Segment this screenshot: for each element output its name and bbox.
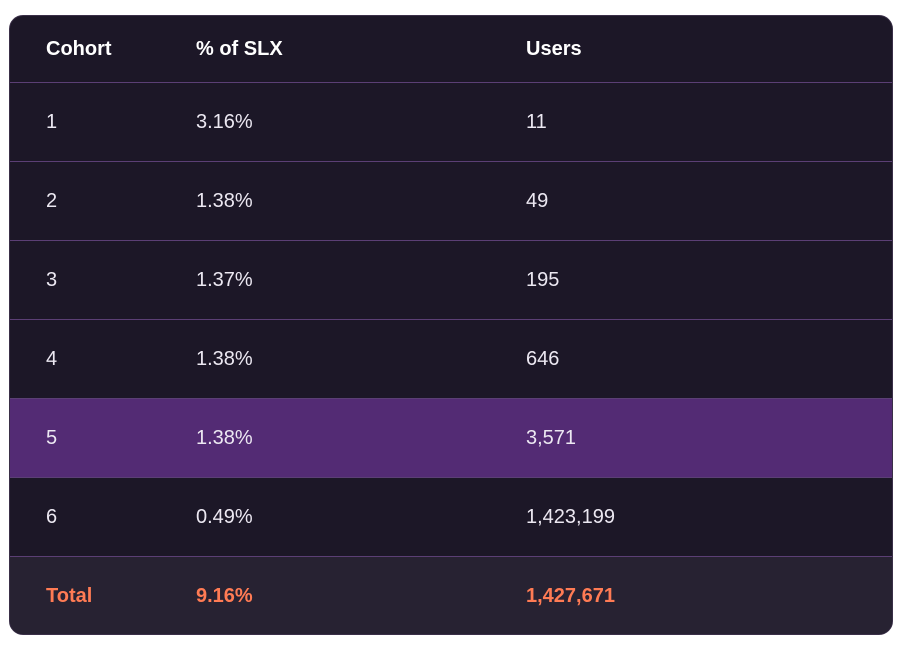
table-row: 3 1.37% 195 [10,241,892,320]
cell-percent: 3.16% [196,110,253,133]
cell-users: 3,571 [526,426,577,449]
cell-users: 1,423,199 [526,505,615,528]
header-percent-of-slx: % of SLX [196,37,283,60]
cell-cohort: 5 [46,426,58,449]
cell-percent: 0.49% [196,505,253,528]
cell-percent: 1.37% [196,268,253,291]
cohort-table: Cohort % of SLX Users 1 3.16% 11 2 1.38%… [9,15,893,635]
cell-users: 49 [526,189,549,212]
table-total-row: Total 9.16% 1,427,671 [10,557,892,634]
table-header-row: Cohort % of SLX Users [10,16,892,83]
table-row-highlighted: 5 1.38% 3,571 [10,399,892,478]
total-percent: 9.16% [196,585,253,607]
cell-percent: 1.38% [196,189,253,212]
table-row: 4 1.38% 646 [10,320,892,399]
cell-cohort: 3 [46,268,58,291]
cell-users: 195 [526,268,560,291]
cell-percent: 1.38% [196,426,253,449]
cell-percent: 1.38% [196,347,253,370]
cell-cohort: 1 [46,110,58,133]
cell-cohort: 2 [46,189,58,212]
cell-cohort: 4 [46,347,58,370]
cell-cohort: 6 [46,505,58,528]
total-users: 1,427,671 [526,585,615,607]
cell-users: 646 [526,347,560,370]
header-cohort: Cohort [46,37,112,60]
header-users: Users [526,37,582,60]
total-label: Total [46,585,93,607]
table-row: 2 1.38% 49 [10,162,892,241]
table-row: 1 3.16% 11 [10,83,892,162]
table-row: 6 0.49% 1,423,199 [10,478,892,557]
cell-users: 11 [526,110,547,133]
